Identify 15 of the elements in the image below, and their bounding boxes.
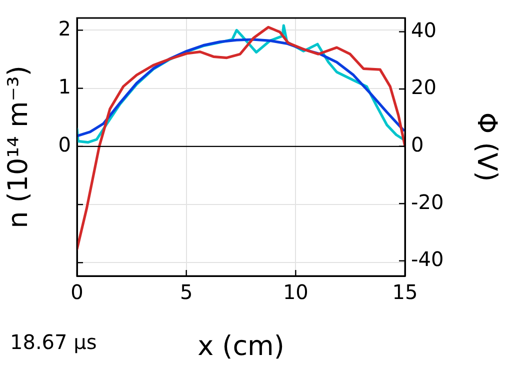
x-axis-title: x (cm) xyxy=(198,330,284,362)
y2-tick-label: -20 xyxy=(411,190,444,214)
y-tick-label: 2 xyxy=(58,16,71,40)
y2-tick-label: 40 xyxy=(411,18,436,42)
text: 18.67 μs xyxy=(10,330,97,354)
x-tick-label: 15 xyxy=(392,280,418,304)
y-tick-label: 0 xyxy=(58,132,71,157)
y2-tick-label: 0 xyxy=(411,132,424,156)
y2-axis-title: Φ (V) xyxy=(470,112,502,182)
y-axis-title: n (10¹⁴ m⁻³) xyxy=(3,66,34,228)
x-tick-label: 5 xyxy=(180,280,193,304)
y-tick-label: 1 xyxy=(58,74,71,99)
y2-tick-label: -40 xyxy=(411,247,444,272)
x-tick-label: 10 xyxy=(282,280,308,304)
y2-tick-label: 20 xyxy=(411,75,436,100)
